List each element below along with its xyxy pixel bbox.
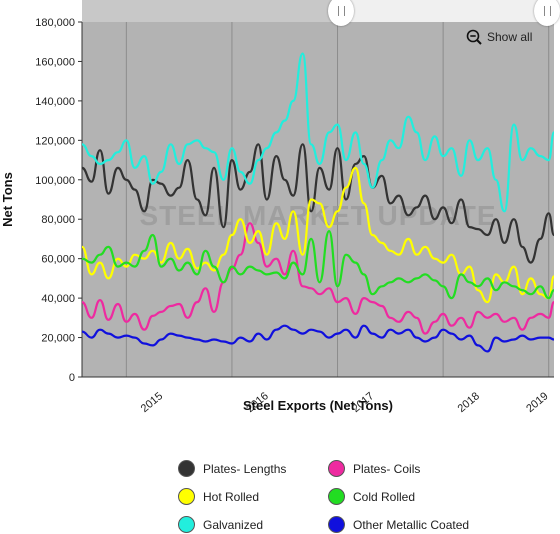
y-tick-label: 100,000 [35,175,75,187]
y-tick-label: 120,000 [35,135,75,147]
series-line-plates-lengths [81,143,556,264]
legend-item-hot-rolled[interactable]: Hot Rolled [178,488,259,505]
series-line-cold-rolled [81,230,555,300]
range-unselected-area [82,0,342,22]
x-tick-label: 2015 [139,390,165,415]
range-selector[interactable] [82,0,560,26]
legend-label: Cold Rolled [353,489,416,504]
legend-item-other-metallic-coated[interactable]: Other Metallic Coated [328,516,469,533]
y-tick-label: 20,000 [41,333,75,345]
legend-item-cold-rolled[interactable]: Cold Rolled [328,488,415,505]
x-tick-label: 2018 [456,390,482,415]
x-tick-label: 2019 [524,390,550,415]
legend-swatch [328,516,345,533]
zoom-out-icon [466,29,482,45]
series-line-hot-rolled [81,166,556,304]
legend-label: Other Metallic Coated [353,517,470,532]
series-line-galvanized [81,52,556,213]
y-tick-label: 80,000 [41,214,75,226]
y-tick-label: 180,000 [35,17,75,29]
legend-item-plates-coils[interactable]: Plates- Coils [328,460,420,477]
range-handle-right[interactable] [534,0,560,26]
range-selected-area[interactable] [342,0,554,22]
y-tick-label: 60,000 [41,254,75,266]
legend-swatch [328,488,345,505]
legend-swatch [328,460,345,477]
legend-label: Plates- Coils [353,461,421,476]
legend-label: Galvanized [203,517,264,532]
series-line-other-metallic-coated [81,324,555,353]
range-handle-left[interactable] [328,0,354,26]
legend-item-galvanized[interactable]: Galvanized [178,516,263,533]
legend-swatch [178,488,195,505]
y-tick-label: 0 [69,372,75,384]
show-all-button[interactable]: Show all [466,29,532,45]
show-all-label: Show all [487,30,533,44]
y-tick-label: 160,000 [35,56,75,68]
series-line-plates-coils [81,222,556,335]
legend-swatch [178,460,195,477]
legend-label: Hot Rolled [203,489,260,504]
watermark: STEEL MARKET UPDATE [139,200,496,231]
x-axis-title: Steel Exports (Net Tons) [243,398,393,413]
legend-swatch [178,516,195,533]
y-tick-label: 40,000 [41,293,75,305]
legend-label: Plates- Lengths [203,461,287,476]
y-axis-title: Net Tons [0,172,15,227]
y-tick-label: 140,000 [35,96,75,108]
legend-item-plates-lengths[interactable]: Plates- Lengths [178,460,286,477]
